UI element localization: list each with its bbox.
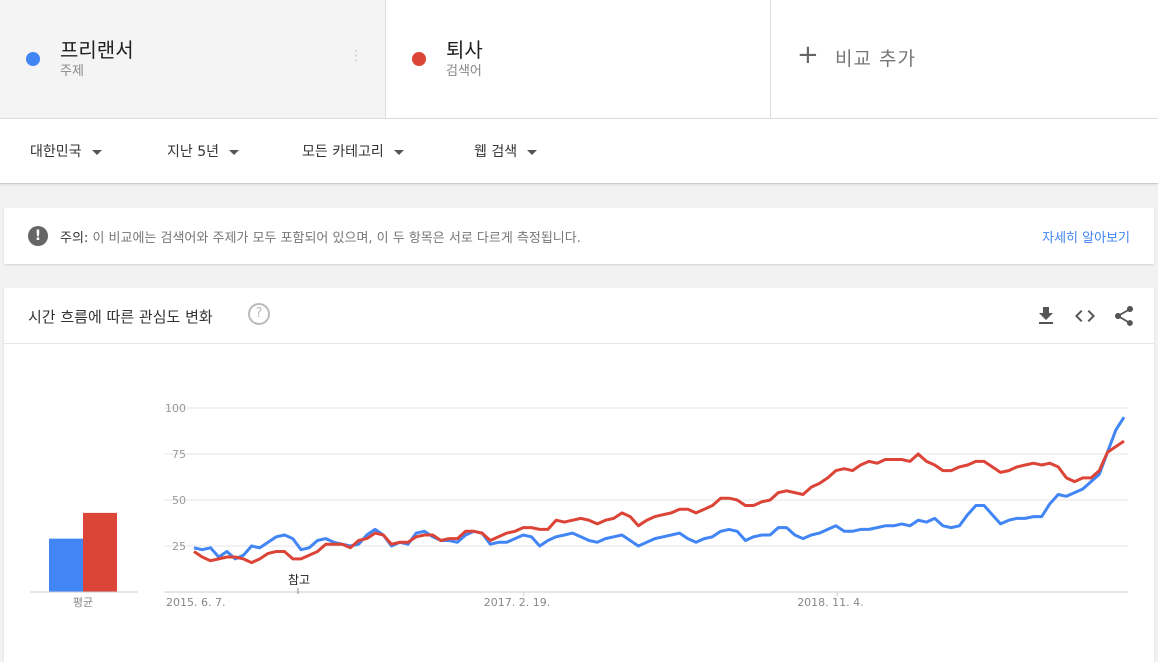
comparison-terms-bar: 프리랜서 주제 ⋮ 퇴사 검색어 + 비교 추가 [0, 0, 1158, 119]
interest-chart: 평균 100 75 50 25 2015. 6. 7. 2017. 2. 19. 2018.… [30, 402, 1128, 609]
x-tick-label: 2017. 2. 19. [484, 596, 550, 609]
category-label: 모든 카테고리 [302, 144, 384, 160]
term-color-dot-blue [26, 52, 40, 66]
region-dropdown[interactable]: 대한민국 [30, 141, 102, 161]
term-card-resignation[interactable]: 퇴사 검색어 [386, 0, 771, 118]
annotation-label[interactable]: 참고 [288, 573, 310, 587]
drag-handle-icon[interactable]: ⋮ [349, 48, 363, 64]
x-tick-label: 2018. 11. 4. [797, 596, 863, 609]
chevron-down-icon [229, 149, 239, 155]
learn-more-link[interactable]: 자세히 알아보기 [1042, 231, 1130, 246]
notice-body: 이 비교에는 검색어와 주제가 모두 포함되어 있으며, 이 두 항목은 서로 … [88, 231, 581, 246]
average-label: 평균 [73, 596, 93, 609]
plus-icon: + [797, 40, 819, 70]
average-bar[interactable] [83, 512, 117, 592]
term-name[interactable]: 퇴사 [446, 38, 483, 62]
card-title: 시간 흐름에 따른 관심도 변화 [28, 308, 213, 326]
region-label: 대한민국 [30, 144, 82, 160]
term-type: 주제 [60, 64, 84, 79]
interest-over-time-card: 시간 흐름에 따른 관심도 변화 ? 평균 100 75 50 25 2015. 6. … [4, 288, 1154, 662]
term-type: 검색어 [446, 64, 482, 79]
search-type-dropdown[interactable]: 웹 검색 [474, 141, 538, 161]
period-label: 지난 5년 [167, 144, 219, 160]
notice-text: 주의: 이 비교에는 검색어와 주제가 모두 포함되어 있으며, 이 두 항목은… [60, 227, 581, 246]
chevron-down-icon [527, 149, 538, 155]
share-icon[interactable] [1112, 304, 1136, 328]
embed-code-icon[interactable] [1073, 304, 1097, 328]
question-icon[interactable]: ? [248, 303, 270, 325]
term-card-freelancer[interactable]: 프리랜서 주제 ⋮ [0, 0, 386, 118]
y-tick-label: 25 [172, 540, 186, 553]
series-line-freelancer[interactable] [193, 416, 1126, 561]
y-tick-label: 100 [165, 402, 186, 415]
term-name[interactable]: 프리랜서 [60, 38, 134, 62]
card-header-divider [4, 343, 1154, 344]
x-tick-label: 2015. 6. 7. [166, 596, 225, 609]
series-line-resignation[interactable] [193, 439, 1125, 565]
notice-prefix: 주의: [60, 231, 89, 246]
filter-bar: 대한민국 지난 5년 모든 카테고리 웹 검색 [0, 119, 1158, 184]
period-dropdown[interactable]: 지난 5년 [167, 141, 239, 161]
exclamation-icon: ! [28, 226, 48, 246]
add-comparison-label: 비교 추가 [835, 48, 916, 70]
add-comparison-button[interactable]: + 비교 추가 [771, 0, 1158, 118]
term-color-dot-red [412, 52, 426, 66]
search-type-label: 웹 검색 [474, 144, 518, 160]
y-tick-label: 75 [172, 448, 186, 461]
chevron-down-icon [91, 149, 102, 155]
notice-banner: ! 주의: 이 비교에는 검색어와 주제가 모두 포함되어 있으며, 이 두 항… [4, 208, 1154, 264]
download-icon[interactable] [1034, 304, 1058, 328]
category-dropdown[interactable]: 모든 카테고리 [302, 141, 404, 161]
chevron-down-icon [393, 149, 404, 155]
y-tick-label: 50 [172, 494, 186, 507]
average-bar[interactable] [49, 538, 83, 592]
